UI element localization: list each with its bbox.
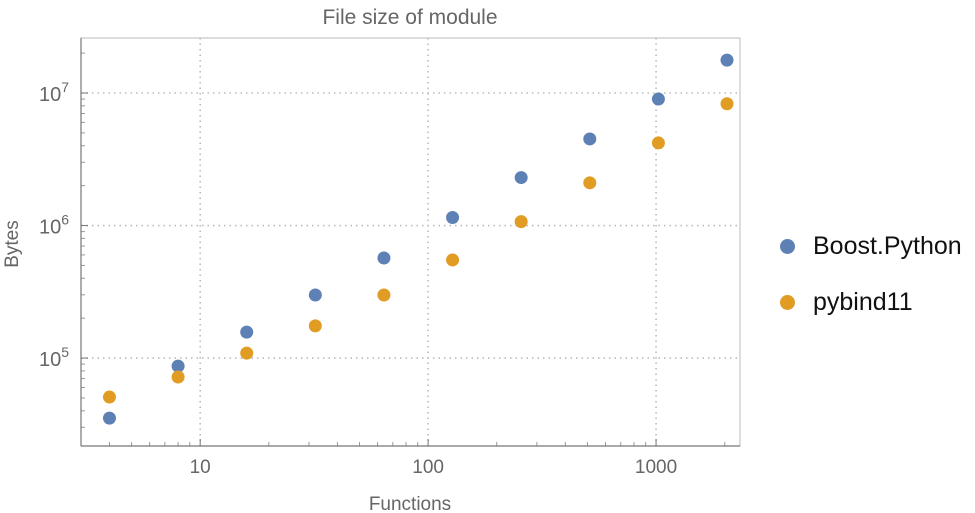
point-pybind11 [583, 176, 597, 190]
point-pybind11 [171, 370, 185, 384]
legend-item-pybind11: pybind11 [780, 274, 962, 330]
point-boost-python [514, 171, 528, 185]
point-boost-python [583, 132, 597, 146]
legend: Boost.Python pybind11 [780, 218, 962, 330]
y-axis-label: Bytes [2, 220, 23, 268]
point-boost-python [171, 359, 185, 373]
point-pybind11 [377, 288, 391, 302]
point-pybind11 [102, 390, 116, 404]
point-pybind11 [240, 346, 254, 360]
x-axis-label: Functions [369, 494, 451, 513]
point-boost-python [240, 325, 254, 339]
axes: 10 100 1000 105 106 107 [39, 37, 741, 478]
point-pybind11 [720, 97, 734, 111]
point-boost-python [446, 210, 460, 224]
point-boost-python [308, 288, 322, 302]
y-tick-label: 107 [39, 79, 69, 106]
point-boost-python [651, 92, 665, 106]
x-tick-label: 10 [190, 457, 211, 478]
legend-label: Boost.Python [813, 231, 962, 260]
point-pybind11 [446, 253, 460, 267]
point-boost-python [102, 411, 116, 425]
plot-frame [80, 37, 741, 447]
x-tick-label: 1000 [635, 457, 677, 478]
legend-swatch-pybind11 [780, 294, 795, 310]
data-points [102, 53, 734, 425]
x-tick-label: 100 [412, 457, 444, 478]
point-boost-python [377, 251, 391, 265]
y-tick-label: 106 [39, 212, 69, 239]
grid [81, 38, 740, 446]
point-boost-python [720, 53, 734, 67]
chart-title: File size of module [322, 6, 497, 29]
point-pybind11 [514, 215, 528, 229]
legend-swatch-boost-python [780, 238, 795, 254]
point-pybind11 [651, 136, 665, 150]
y-tick-label: 105 [39, 344, 69, 371]
legend-label: pybind11 [813, 287, 913, 316]
legend-item-boost-python: Boost.Python [780, 218, 962, 274]
point-pybind11 [308, 319, 322, 333]
